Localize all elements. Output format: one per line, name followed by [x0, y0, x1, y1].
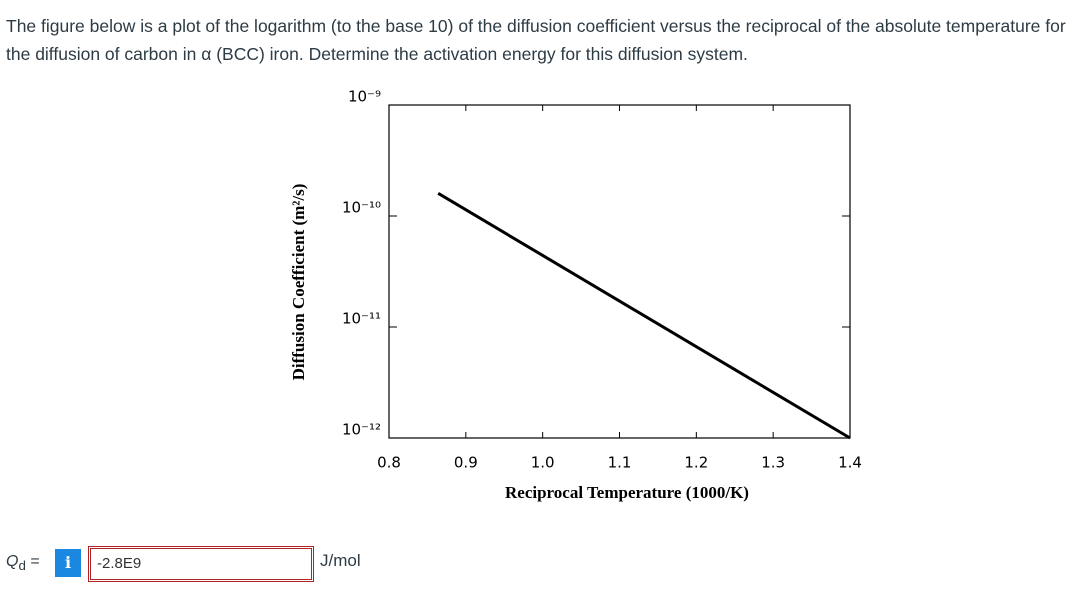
- x-tick-label: 0.8: [377, 454, 401, 472]
- x-tick-label: 1.0: [531, 454, 555, 472]
- x-tick-label: 1.2: [684, 454, 708, 472]
- y-tick-label: 10⁻¹¹: [342, 310, 381, 328]
- data-line: [437, 192, 851, 440]
- equals: =: [30, 553, 40, 570]
- y-tick-label: 10⁻⁹: [348, 88, 381, 106]
- unit: J/mol: [320, 551, 361, 570]
- x-tick-label: 1.3: [761, 454, 785, 472]
- x-axis-label: Reciprocal Temperature (1000/K): [505, 483, 749, 502]
- question-text: The figure below is a plot of the logari…: [6, 16, 1066, 64]
- plot-frame: [388, 104, 851, 439]
- subscript: d: [18, 558, 26, 574]
- x-tick-label: 1.4: [838, 454, 862, 472]
- y-tick-label: 10⁻¹²: [342, 421, 381, 439]
- x-tick-label: 1.1: [608, 454, 632, 472]
- symbol: Q: [6, 553, 19, 570]
- x-tick-label: 0.9: [454, 454, 478, 472]
- answer-symbol: Qd =: [6, 553, 40, 573]
- y-axis-label: Diffusion Coefficient (m²/s): [289, 184, 308, 381]
- answer-input[interactable]: -2.8E9: [88, 546, 314, 582]
- chart: Reciprocal Temperature (1000/K) Diffusio…: [289, 88, 862, 502]
- info-button[interactable]: i: [55, 549, 81, 577]
- y-tick-label: 10⁻¹⁰: [342, 199, 381, 217]
- answer-row: Qd = i -2.8E9 J/mol: [0, 544, 400, 582]
